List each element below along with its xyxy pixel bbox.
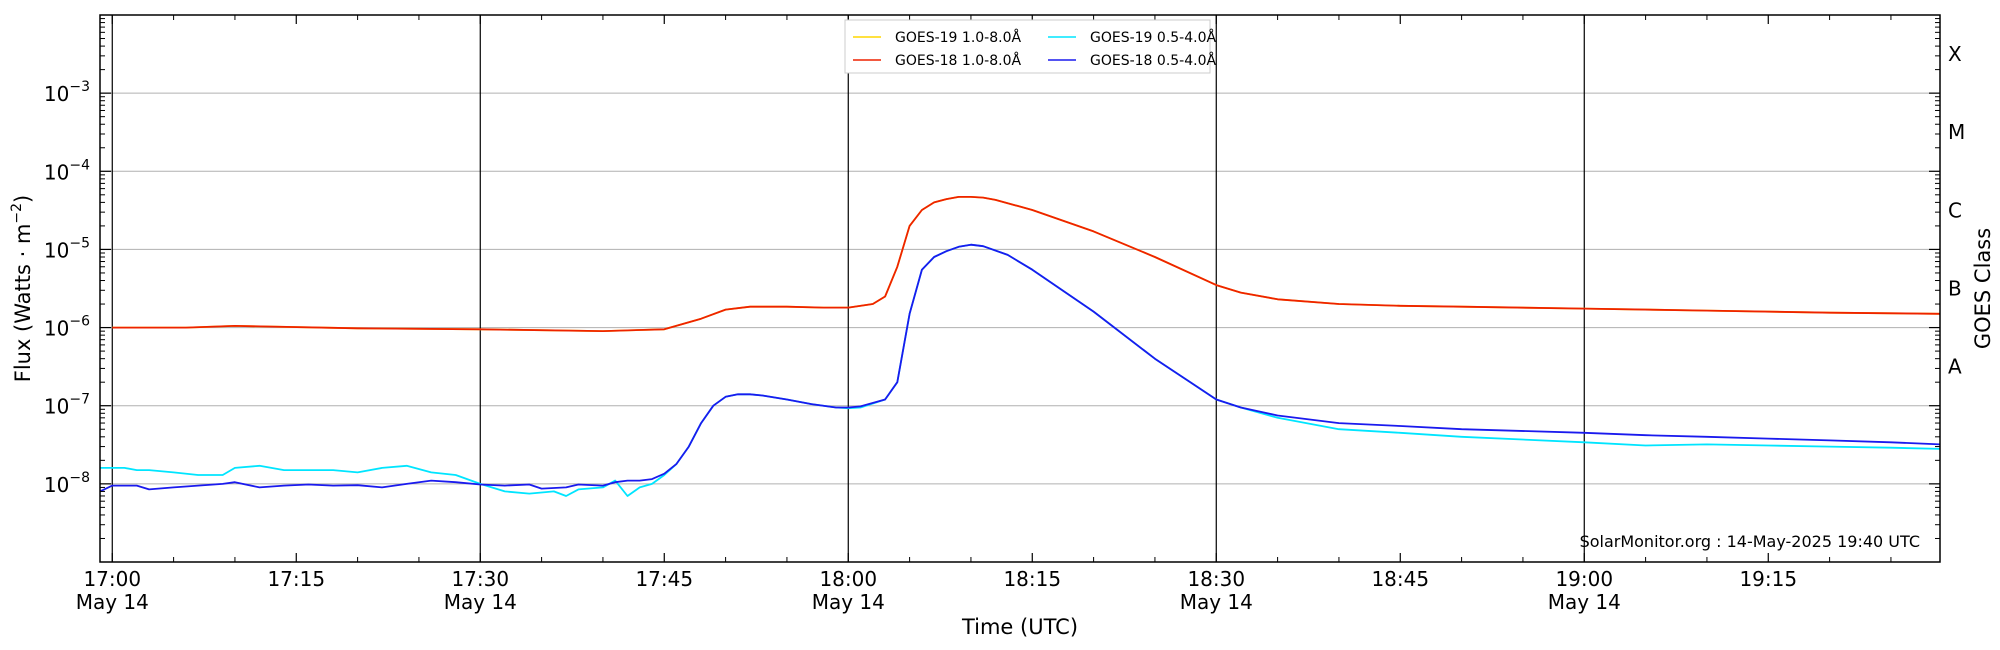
y-tick-base: 10 bbox=[44, 160, 69, 184]
x-tick-label: 17:00 bbox=[83, 567, 141, 591]
y-tick-label: 10−4 bbox=[44, 157, 90, 184]
x-tick-label: 17:15 bbox=[267, 567, 325, 591]
flux-series bbox=[99, 195, 1941, 497]
goes-class-axis-title: GOES Class bbox=[1971, 228, 1995, 349]
x-tick-label: 17:30 bbox=[451, 567, 509, 591]
axis-ticks bbox=[100, 15, 1940, 562]
y-tick-exponent: −8 bbox=[69, 470, 90, 486]
goes-class-label: C bbox=[1948, 198, 1962, 222]
credit-text: SolarMonitor.org : 14-May-2025 19:40 UTC bbox=[1580, 532, 1920, 551]
goes-class-label: A bbox=[1948, 355, 1962, 379]
y-tick-exponent: −7 bbox=[69, 392, 90, 408]
y-axis-title-exponent: −2 bbox=[9, 203, 25, 224]
y-tick-exponent: −6 bbox=[69, 314, 90, 330]
y-tick-exponent: −4 bbox=[69, 157, 90, 173]
x-tick-label: 18:30 bbox=[1187, 567, 1245, 591]
x-tick-label: 18:45 bbox=[1371, 567, 1429, 591]
x-tick-label: 19:15 bbox=[1739, 567, 1797, 591]
legend-box bbox=[844, 19, 1211, 74]
x-axis-title: Time (UTC) bbox=[961, 615, 1078, 639]
y-tick-base: 10 bbox=[44, 238, 69, 262]
x-tick-label: 18:00 bbox=[819, 567, 877, 591]
legend-label: GOES-18 1.0-8.0Å bbox=[895, 52, 1021, 69]
grid-lines bbox=[100, 15, 1940, 562]
x-tick-date-label: May 14 bbox=[1180, 590, 1253, 614]
x-tick-date-label: May 14 bbox=[812, 590, 885, 614]
goes-class-label: M bbox=[1948, 120, 1965, 144]
y-tick-exponent: −5 bbox=[69, 235, 90, 251]
y-axis-title-text: Flux (Watts · m bbox=[11, 224, 35, 383]
y-tick-base: 10 bbox=[44, 473, 69, 497]
x-tick-label: 18:15 bbox=[1003, 567, 1061, 591]
y-tick-base: 10 bbox=[44, 395, 69, 419]
goes-class-label: X bbox=[1948, 42, 1962, 66]
y-tick-base: 10 bbox=[44, 82, 69, 106]
y-tick-label: 10−5 bbox=[44, 235, 90, 262]
y-axis-title: Flux (Watts · m−2) bbox=[9, 195, 35, 383]
y-tick-base: 10 bbox=[44, 317, 69, 341]
legend-items: GOES-19 1.0-8.0Å GOES-19 0.5-4.0Å GOES-18 … bbox=[853, 29, 1216, 69]
series-line bbox=[112, 195, 1941, 333]
y-axis-title-close: ) bbox=[11, 195, 35, 203]
y-tick-label: 10−6 bbox=[44, 314, 90, 341]
y-tick-label: 10−8 bbox=[44, 470, 90, 497]
series-line bbox=[112, 195, 1941, 333]
y-tick-label: 10−7 bbox=[44, 392, 90, 419]
x-tick-date-label: May 14 bbox=[76, 590, 149, 614]
x-tick-date-label: May 14 bbox=[1548, 590, 1621, 614]
legend: GOES-19 1.0-8.0Å GOES-19 0.5-4.0Å GOES-18 … bbox=[844, 19, 1216, 74]
series-line bbox=[100, 243, 1941, 497]
x-tick-label: 19:00 bbox=[1555, 567, 1613, 591]
goes-class-label: B bbox=[1948, 277, 1962, 301]
legend-label: GOES-19 0.5-4.0Å bbox=[1090, 29, 1216, 46]
series-line bbox=[99, 243, 1941, 493]
y-tick-exponent: −3 bbox=[69, 79, 90, 95]
x-tick-label: 17:45 bbox=[635, 567, 693, 591]
y-tick-label: 10−3 bbox=[44, 79, 90, 106]
legend-label: GOES-18 0.5-4.0Å bbox=[1090, 52, 1216, 69]
legend-label: GOES-19 1.0-8.0Å bbox=[895, 29, 1021, 46]
x-tick-date-label: May 14 bbox=[444, 590, 517, 614]
plot-frame bbox=[99, 14, 1941, 563]
